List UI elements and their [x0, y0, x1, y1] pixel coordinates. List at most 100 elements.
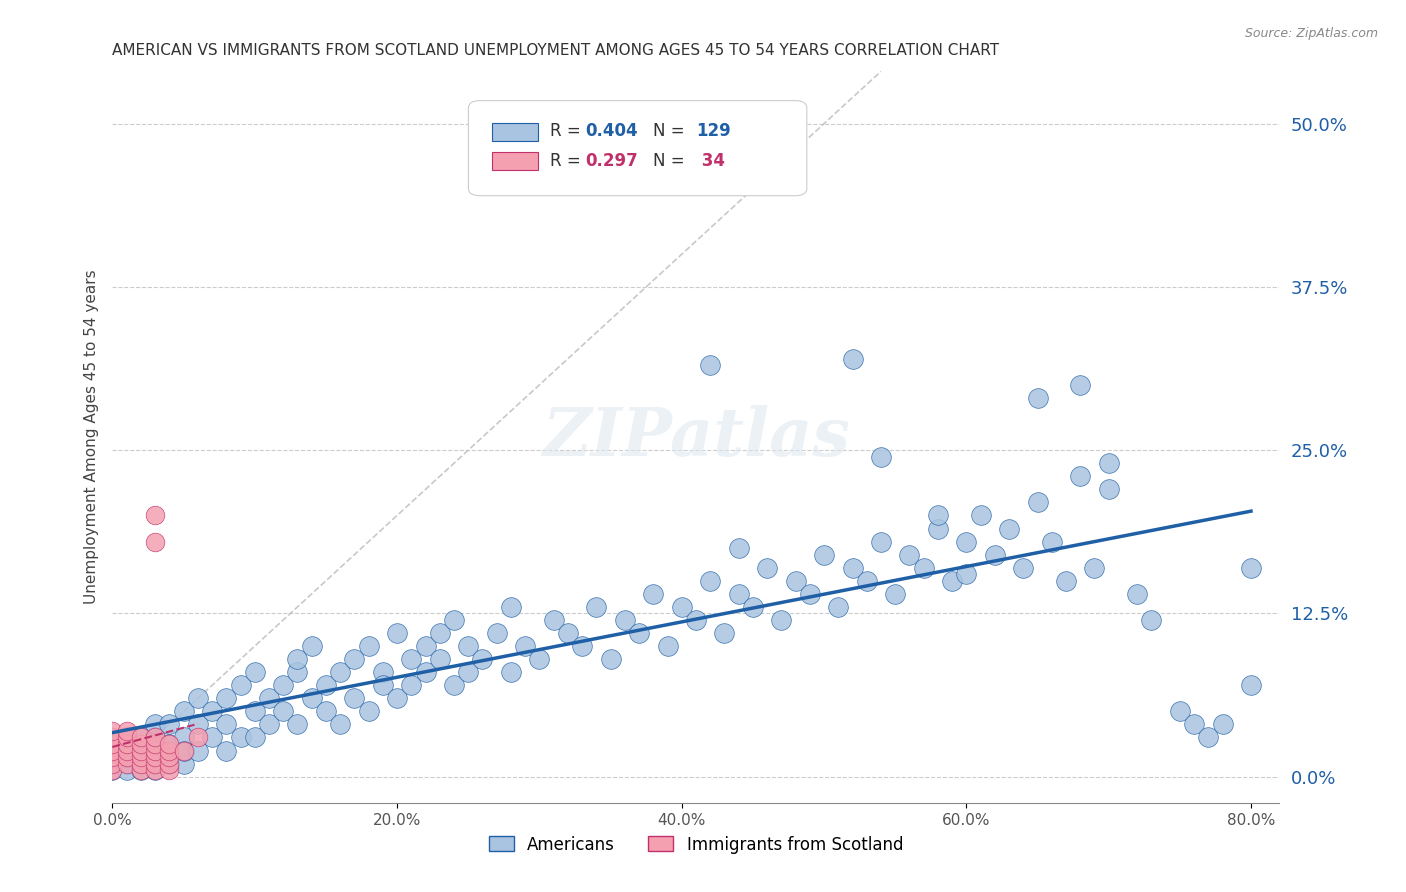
Point — [1083, 560, 1105, 574]
Text: N =: N = — [652, 152, 690, 169]
Point — [115, 723, 138, 738]
Point — [741, 599, 763, 614]
Point — [143, 737, 166, 751]
Point — [613, 613, 636, 627]
Point — [187, 691, 209, 706]
Point — [157, 717, 180, 731]
Point — [187, 743, 209, 757]
Point — [173, 705, 195, 719]
Point — [173, 743, 195, 757]
Point — [201, 705, 224, 719]
Point — [1026, 391, 1049, 405]
Point — [287, 717, 309, 731]
Point — [115, 750, 138, 764]
Point — [699, 574, 721, 588]
Text: R =: R = — [550, 122, 586, 140]
Point — [343, 652, 366, 666]
Point — [415, 665, 437, 680]
Point — [287, 652, 309, 666]
Point — [1240, 678, 1263, 692]
Point — [727, 541, 749, 555]
Point — [101, 763, 124, 777]
Point — [257, 717, 280, 731]
Legend: Americans, Immigrants from Scotland: Americans, Immigrants from Scotland — [482, 829, 910, 860]
Point — [129, 763, 152, 777]
Point — [357, 705, 380, 719]
Point — [115, 750, 138, 764]
Point — [143, 731, 166, 745]
Point — [201, 731, 224, 745]
Point — [671, 599, 693, 614]
FancyBboxPatch shape — [492, 152, 538, 170]
Point — [385, 691, 408, 706]
Point — [271, 678, 294, 692]
Point — [115, 731, 138, 745]
Point — [101, 743, 124, 757]
Point — [813, 548, 835, 562]
Point — [841, 351, 863, 366]
Point — [115, 743, 138, 757]
Point — [229, 731, 252, 745]
Point — [173, 756, 195, 771]
Point — [115, 763, 138, 777]
Point — [115, 743, 138, 757]
Point — [215, 691, 238, 706]
Point — [1098, 456, 1121, 470]
Point — [599, 652, 621, 666]
Point — [585, 599, 607, 614]
Point — [101, 737, 124, 751]
Y-axis label: Unemployment Among Ages 45 to 54 years: Unemployment Among Ages 45 to 54 years — [83, 269, 98, 605]
Point — [969, 508, 991, 523]
Point — [827, 599, 849, 614]
Point — [429, 652, 451, 666]
Point — [1040, 534, 1063, 549]
Point — [898, 548, 921, 562]
Point — [215, 743, 238, 757]
Point — [770, 613, 793, 627]
Point — [329, 665, 352, 680]
Point — [799, 587, 821, 601]
Point — [115, 756, 138, 771]
Point — [1168, 705, 1191, 719]
Text: N =: N = — [652, 122, 690, 140]
Text: 129: 129 — [696, 122, 731, 140]
Point — [101, 723, 124, 738]
Text: 34: 34 — [696, 152, 725, 169]
Point — [157, 756, 180, 771]
Point — [315, 705, 337, 719]
Point — [143, 717, 166, 731]
Point — [243, 665, 266, 680]
Point — [713, 626, 735, 640]
Point — [101, 731, 124, 745]
Point — [129, 750, 152, 764]
Point — [357, 639, 380, 653]
Point — [699, 358, 721, 372]
Point — [515, 639, 537, 653]
FancyBboxPatch shape — [468, 101, 807, 195]
Point — [457, 665, 479, 680]
Point — [143, 763, 166, 777]
Point — [529, 652, 551, 666]
Point — [371, 665, 394, 680]
Point — [187, 731, 209, 745]
Point — [143, 534, 166, 549]
Point — [870, 450, 893, 464]
Point — [115, 737, 138, 751]
Point — [115, 731, 138, 745]
Point — [998, 521, 1021, 535]
Point — [912, 560, 935, 574]
Text: ZIPatlas: ZIPatlas — [543, 405, 849, 469]
Point — [1197, 731, 1219, 745]
Point — [129, 743, 152, 757]
Point — [215, 717, 238, 731]
Point — [1012, 560, 1035, 574]
Point — [115, 756, 138, 771]
Text: AMERICAN VS IMMIGRANTS FROM SCOTLAND UNEMPLOYMENT AMONG AGES 45 TO 54 YEARS CORR: AMERICAN VS IMMIGRANTS FROM SCOTLAND UNE… — [112, 43, 1000, 58]
Point — [1098, 483, 1121, 497]
Point — [143, 756, 166, 771]
Point — [1240, 560, 1263, 574]
Point — [129, 743, 152, 757]
Point — [385, 626, 408, 640]
Point — [1069, 377, 1091, 392]
Point — [1069, 469, 1091, 483]
